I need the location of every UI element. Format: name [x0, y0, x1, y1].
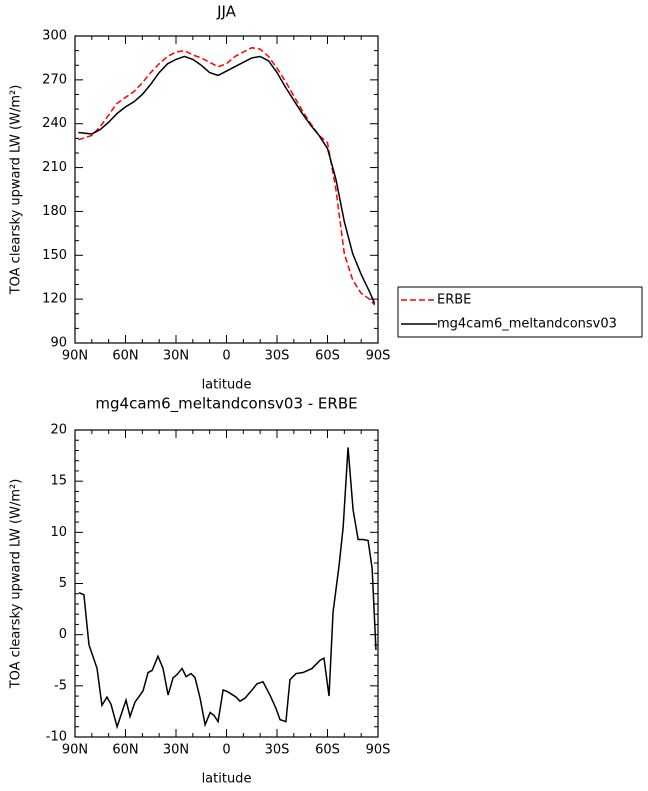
x-tick-label: 90N — [62, 349, 88, 364]
x-axis-label: latitude — [202, 378, 252, 393]
plot-frame — [74, 35, 379, 344]
y-tick-label: 10 — [50, 525, 67, 540]
y-tick-label: 150 — [42, 248, 67, 263]
y-axis-label: TOA clearsky upward LW (W/m²) — [9, 479, 24, 690]
y-tick-label: 120 — [42, 292, 67, 307]
y-tick-label: -5 — [54, 678, 67, 693]
y-tick-label: 270 — [42, 72, 67, 87]
x-tick-label: 30S — [265, 349, 290, 364]
y-tick-label: -10 — [46, 730, 67, 745]
legend-label: ERBE — [437, 293, 471, 308]
legend: ERBE mg4cam6_meltandconsv03 — [397, 286, 643, 338]
chart-title: JJA — [216, 3, 237, 21]
y-tick-label: 20 — [50, 423, 67, 438]
plot-frame — [74, 429, 379, 738]
series-line — [78, 46, 376, 306]
y-tick-label: 0 — [59, 627, 67, 642]
x-axis-label: latitude — [202, 772, 252, 787]
y-tick-label: 210 — [42, 160, 67, 175]
x-tick-label: 60S — [315, 349, 340, 364]
series-line — [78, 55, 376, 304]
legend-box — [397, 286, 643, 338]
x-tick-label: 60N — [112, 349, 138, 364]
x-tick-label: 30N — [163, 349, 189, 364]
y-tick-label: 15 — [50, 474, 67, 489]
chart-title: mg4cam6_meltandconsv03 - ERBE — [95, 395, 357, 414]
y-axis-label: TOA clearsky upward LW (W/m²) — [9, 85, 24, 296]
y-tick-label: 240 — [42, 116, 67, 131]
y-tick-label: 5 — [59, 576, 67, 591]
x-tick-label: 60S — [315, 743, 340, 758]
x-tick-label: 30S — [265, 743, 290, 758]
y-tick-label: 180 — [42, 204, 67, 219]
series-line — [78, 447, 377, 730]
x-tick-label: 90N — [62, 743, 88, 758]
x-tick-label: 90S — [366, 743, 391, 758]
y-tick-label: 300 — [42, 29, 67, 44]
y-tick-label: 90 — [50, 336, 67, 351]
legend-label: mg4cam6_meltandconsv03 — [437, 317, 617, 332]
x-tick-label: 60N — [112, 743, 138, 758]
x-tick-label: 30N — [163, 743, 189, 758]
x-tick-label: 0 — [222, 743, 230, 758]
x-tick-label: 90S — [366, 349, 391, 364]
x-tick-label: 0 — [222, 349, 230, 364]
